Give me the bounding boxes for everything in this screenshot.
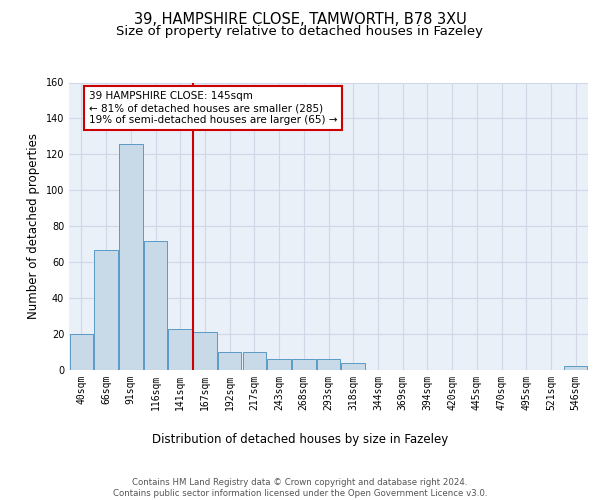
Bar — [292, 359, 316, 370]
Bar — [218, 352, 241, 370]
Text: Contains HM Land Registry data © Crown copyright and database right 2024.
Contai: Contains HM Land Registry data © Crown c… — [113, 478, 487, 498]
Bar — [119, 144, 143, 370]
Bar — [193, 332, 217, 370]
Bar — [70, 334, 93, 370]
Bar — [317, 359, 340, 370]
Y-axis label: Number of detached properties: Number of detached properties — [27, 133, 40, 320]
Text: Size of property relative to detached houses in Fazeley: Size of property relative to detached ho… — [116, 25, 484, 38]
Bar — [564, 366, 587, 370]
Text: 39, HAMPSHIRE CLOSE, TAMWORTH, B78 3XU: 39, HAMPSHIRE CLOSE, TAMWORTH, B78 3XU — [134, 12, 466, 28]
Bar — [268, 359, 291, 370]
Bar — [341, 363, 365, 370]
Bar — [144, 240, 167, 370]
Bar — [169, 328, 192, 370]
Bar — [94, 250, 118, 370]
Text: Distribution of detached houses by size in Fazeley: Distribution of detached houses by size … — [152, 432, 448, 446]
Bar — [242, 352, 266, 370]
Text: 39 HAMPSHIRE CLOSE: 145sqm
← 81% of detached houses are smaller (285)
19% of sem: 39 HAMPSHIRE CLOSE: 145sqm ← 81% of deta… — [89, 92, 337, 124]
